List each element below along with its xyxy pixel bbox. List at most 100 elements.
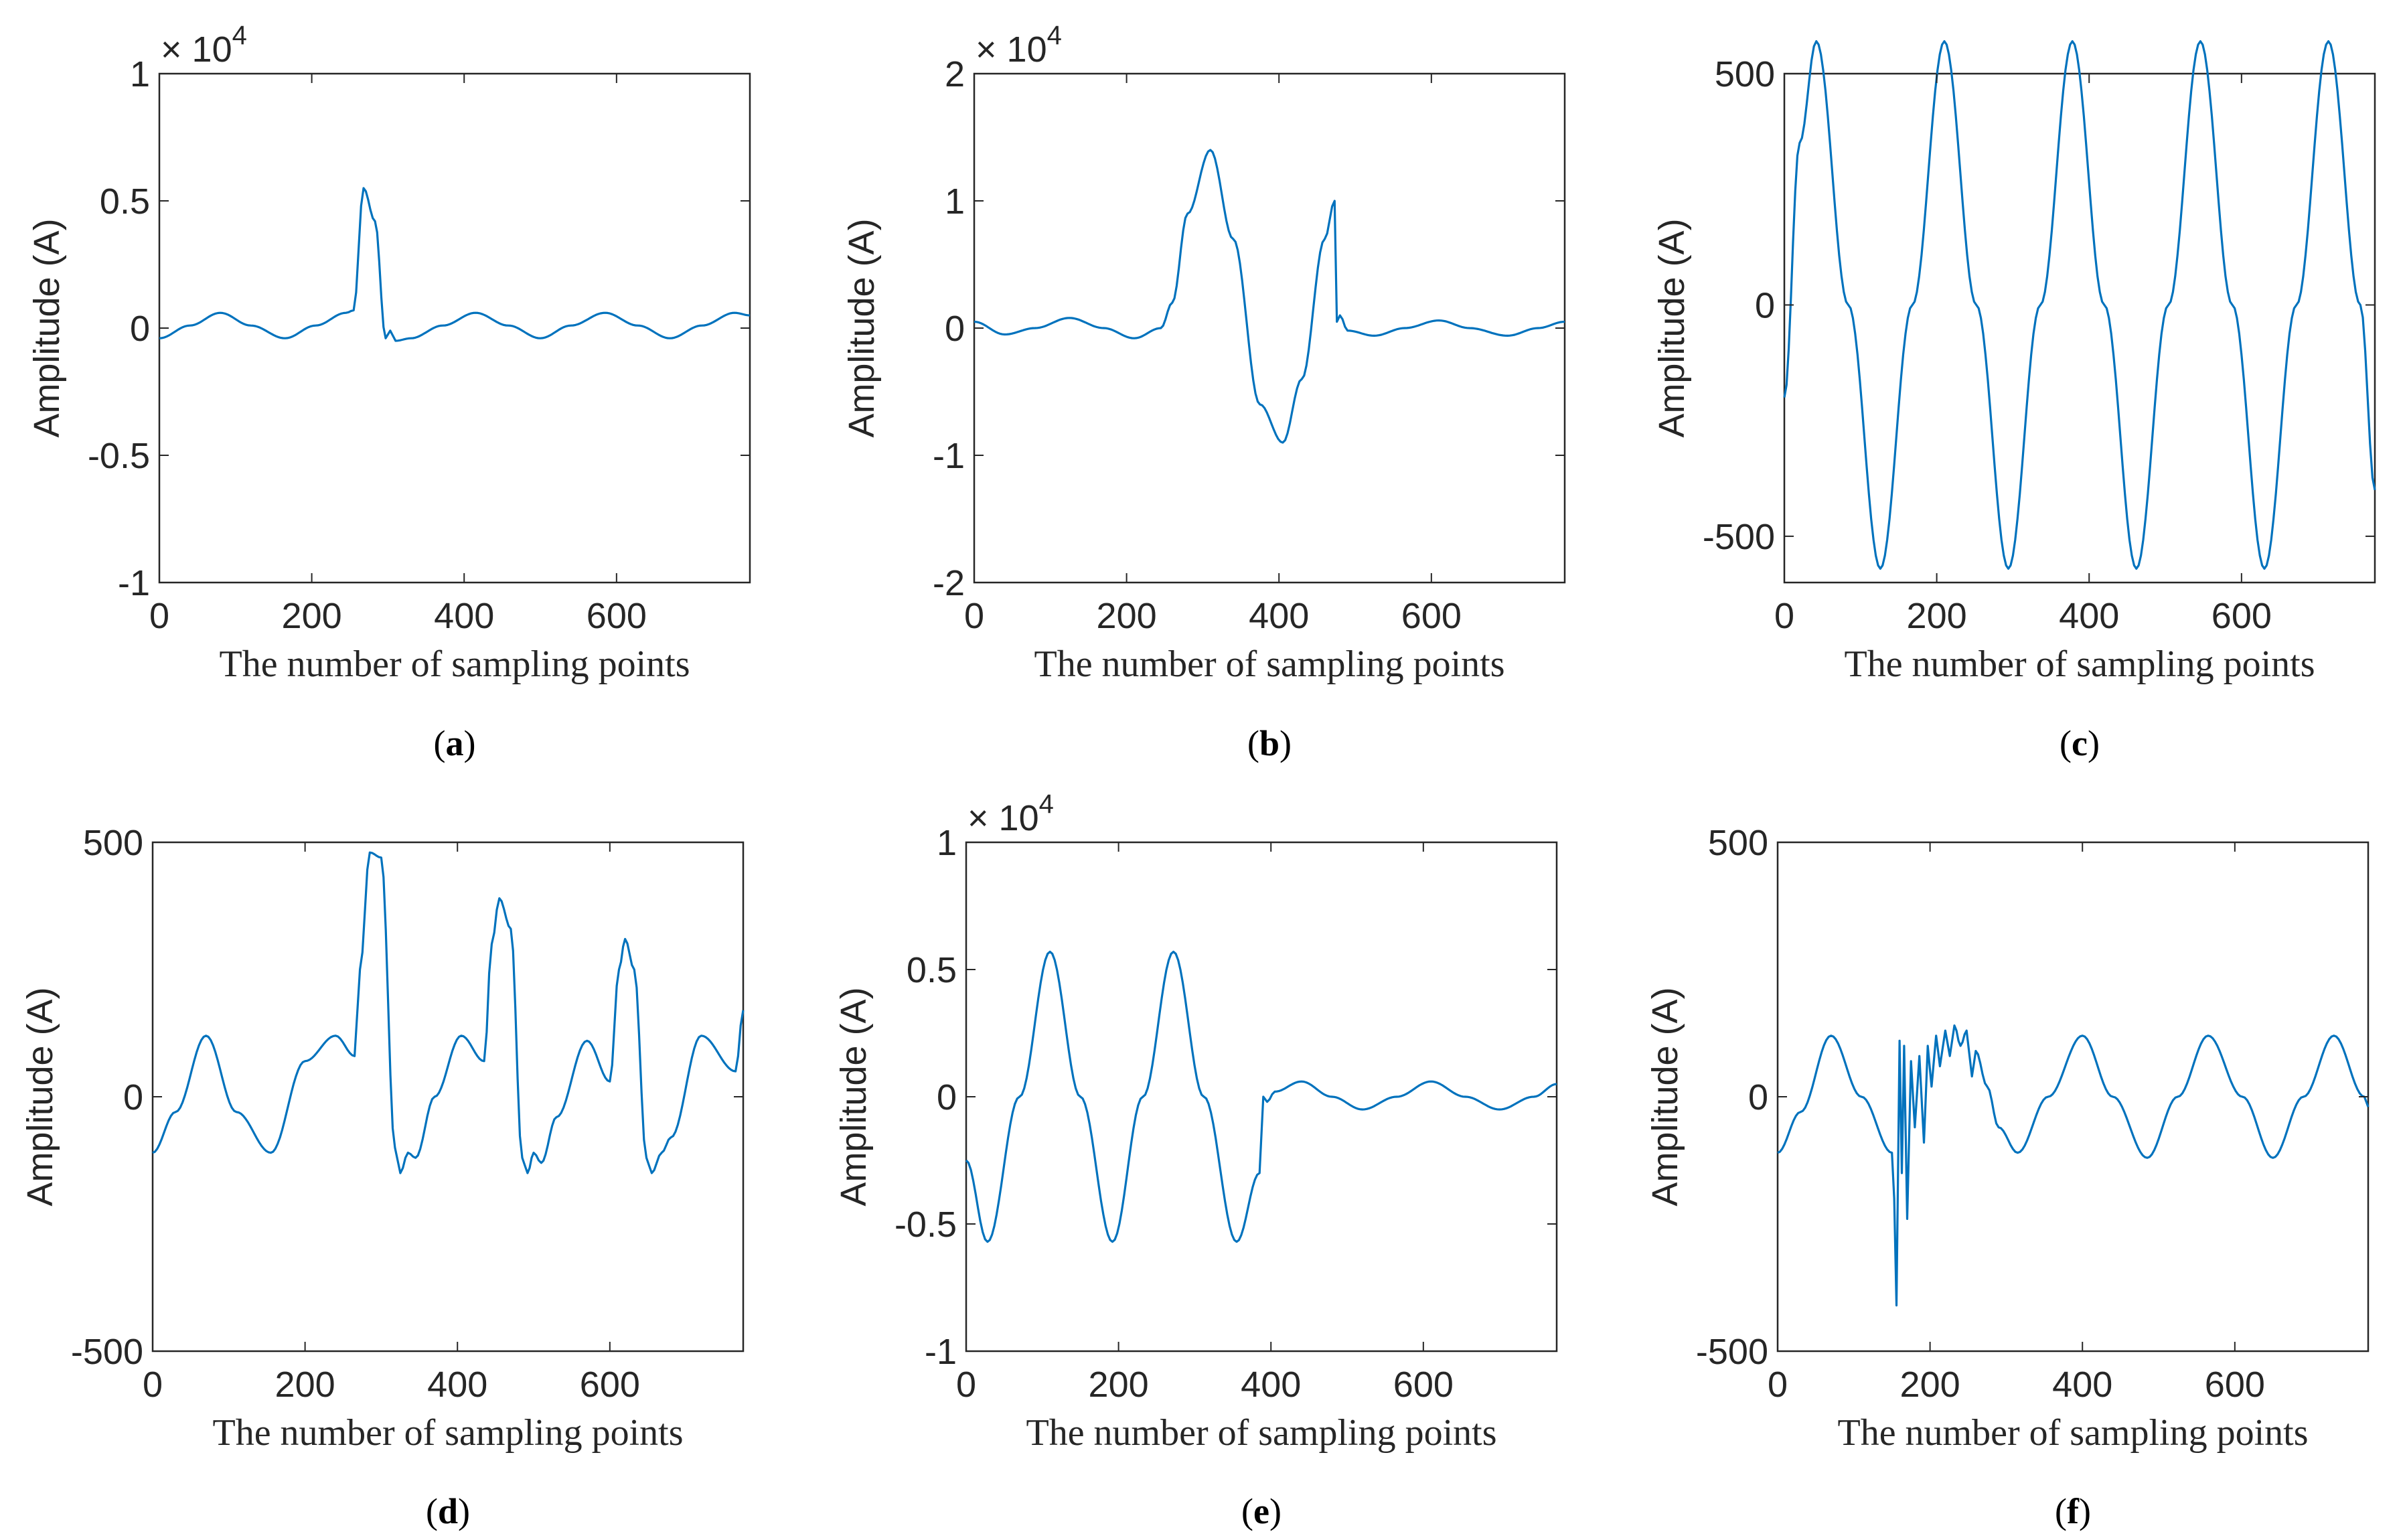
- y-tick-label: 1: [937, 823, 957, 863]
- y-axis-label: Amplitude (A): [834, 987, 874, 1206]
- caption-close-paren: ): [2079, 1491, 2091, 1531]
- plot-frame: [965, 841, 1558, 1353]
- x-tick-label: 400: [1241, 1365, 1301, 1405]
- caption-close-paren: ): [1269, 1491, 1282, 1531]
- axis-exponent-power: 4: [1047, 21, 1062, 50]
- caption-open-paren: (: [434, 723, 446, 763]
- axis-exponent: × 104: [161, 21, 247, 70]
- caption-open-paren: (: [2055, 1491, 2067, 1531]
- x-tick-label: 600: [587, 596, 647, 636]
- chart-a: 0 200 400 600 -1 -0.5 0 0.5 1 × 104 The number of …: [27, 21, 751, 763]
- series-line: [159, 187, 751, 342]
- x-axis-label: The number of sampling points: [212, 1412, 683, 1454]
- x-tick-label: 200: [1097, 596, 1157, 636]
- y-tick-label: -2: [933, 563, 965, 603]
- caption-letter: b: [1259, 723, 1279, 763]
- x-tick-label: 200: [1089, 1365, 1149, 1405]
- y-axis-label: Amplitude (A): [20, 987, 60, 1206]
- x-tick-label: 400: [2052, 1365, 2112, 1405]
- subfigure-caption: (d): [426, 1491, 470, 1531]
- y-tick-label: -500: [71, 1332, 143, 1372]
- plot-frame: [158, 72, 751, 584]
- axis-exponent-power: 4: [232, 21, 247, 50]
- axis-exponent-base: × 10: [976, 29, 1047, 70]
- y-tick-label: 0: [1755, 285, 1775, 325]
- plot-frame: [1783, 72, 2376, 584]
- x-tick-label: 200: [282, 596, 342, 636]
- y-tick-label: -0.5: [88, 436, 150, 476]
- plot-frame: [1776, 841, 2370, 1353]
- y-tick-label: 0: [130, 309, 150, 349]
- x-axis-label: The number of sampling points: [1837, 1412, 2308, 1454]
- caption-close-paren: ): [458, 1491, 470, 1531]
- y-axis-label: Amplitude (A): [27, 218, 67, 437]
- y-tick-label: -1: [925, 1332, 957, 1372]
- x-tick-label: 200: [275, 1365, 335, 1405]
- y-tick-label: 0: [937, 1077, 957, 1118]
- caption-letter: f: [2067, 1491, 2080, 1531]
- y-tick-label: 0.5: [907, 950, 957, 990]
- x-tick-label: 600: [580, 1365, 640, 1405]
- subfigure-caption: (f): [2055, 1491, 2091, 1531]
- series-line: [974, 149, 1565, 444]
- chart-c: 0 200 400 600 -500 0 500 The number of sampling…: [1652, 40, 2376, 763]
- x-tick-label: 400: [434, 596, 494, 636]
- y-tick-label: 0: [123, 1077, 143, 1118]
- x-tick-label: 400: [1249, 596, 1309, 636]
- x-tick-label: 0: [1768, 1365, 1788, 1405]
- y-tick-label: 0: [945, 309, 965, 349]
- y-tick-label: -1: [118, 563, 150, 603]
- y-tick-label: 1: [945, 181, 965, 222]
- caption-letter: c: [2072, 723, 2088, 763]
- caption-open-paren: (: [426, 1491, 438, 1531]
- chart-b: 0 200 400 600 -2 -1 0 1 2 × 104 The number of samp…: [842, 21, 1566, 763]
- y-tick-label: -1: [933, 436, 965, 476]
- y-axis-label: Amplitude (A): [1652, 218, 1692, 437]
- x-tick-label: 200: [1900, 1365, 1960, 1405]
- x-tick-label: 600: [1401, 596, 1462, 636]
- x-tick-label: 0: [149, 596, 169, 636]
- series-line: [152, 851, 745, 1174]
- caption-close-paren: ): [2088, 723, 2100, 763]
- subfigure-caption: (b): [1247, 723, 1292, 763]
- axis-exponent: × 104: [967, 789, 1054, 838]
- y-tick-label: -500: [1703, 517, 1775, 557]
- axis-exponent-base: × 10: [161, 29, 232, 70]
- x-tick-label: 400: [427, 1365, 487, 1405]
- y-tick-label: -500: [1696, 1332, 1768, 1372]
- series-line: [1777, 1024, 2370, 1307]
- axis-exponent-base: × 10: [967, 798, 1039, 838]
- caption-open-paren: (: [1241, 1491, 1253, 1531]
- caption-close-paren: ): [1279, 723, 1292, 763]
- caption-open-paren: (: [2060, 723, 2072, 763]
- subfigure-caption: (a): [434, 723, 476, 763]
- x-tick-label: 0: [143, 1365, 163, 1405]
- caption-letter: e: [1253, 1491, 1269, 1531]
- axis-exponent: × 104: [976, 21, 1062, 70]
- caption-close-paren: ): [464, 723, 476, 763]
- y-tick-label: 0: [1748, 1077, 1768, 1118]
- caption-letter: a: [446, 723, 464, 763]
- x-tick-label: 400: [2059, 596, 2119, 636]
- x-tick-label: 600: [2212, 596, 2272, 636]
- series-line: [1783, 40, 2376, 570]
- y-axis-label: Amplitude (A): [1645, 987, 1685, 1206]
- x-tick-label: 0: [956, 1365, 976, 1405]
- x-tick-label: 600: [2205, 1365, 2265, 1405]
- y-tick-label: -0.5: [895, 1205, 957, 1245]
- x-axis-label: The number of sampling points: [219, 643, 690, 685]
- x-axis-label: The number of sampling points: [1034, 643, 1504, 685]
- y-tick-label: 500: [1715, 54, 1775, 94]
- x-tick-label: 200: [1907, 596, 1967, 636]
- plot-frame: [151, 841, 745, 1353]
- y-tick-label: 1: [130, 54, 150, 94]
- y-axis-label: Amplitude (A): [842, 218, 882, 437]
- caption-open-paren: (: [1247, 723, 1259, 763]
- x-tick-label: 600: [1393, 1365, 1454, 1405]
- y-tick-label: 500: [83, 823, 143, 863]
- axis-exponent-power: 4: [1039, 789, 1054, 819]
- x-tick-label: 0: [964, 596, 984, 636]
